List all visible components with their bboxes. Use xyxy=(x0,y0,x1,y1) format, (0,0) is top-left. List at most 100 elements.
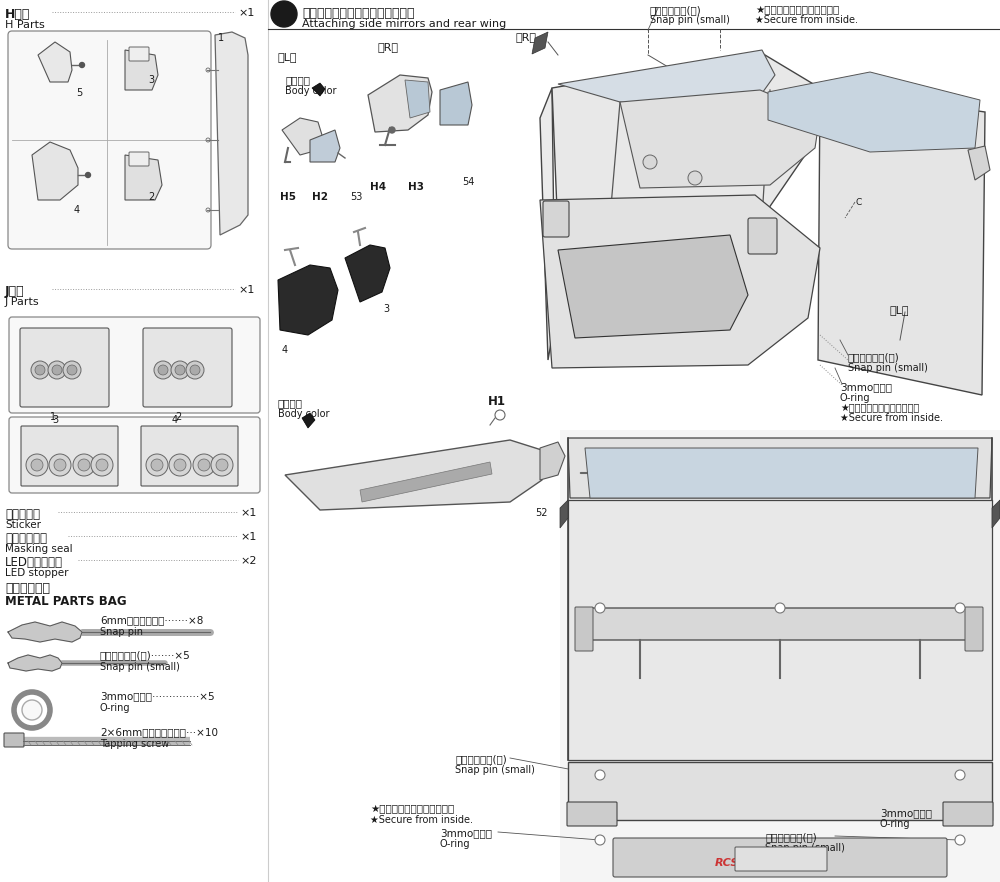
Text: C: C xyxy=(855,198,861,207)
Text: 4: 4 xyxy=(282,345,288,355)
Text: Tapping screw: Tapping screw xyxy=(100,739,169,749)
Circle shape xyxy=(211,454,233,476)
Circle shape xyxy=(154,361,172,379)
FancyBboxPatch shape xyxy=(9,417,260,493)
FancyBboxPatch shape xyxy=(141,426,238,486)
Circle shape xyxy=(96,459,108,471)
Text: Snap pin (small): Snap pin (small) xyxy=(100,662,180,672)
Circle shape xyxy=(26,454,48,476)
Circle shape xyxy=(48,361,66,379)
Circle shape xyxy=(49,454,71,476)
Text: Sticker: Sticker xyxy=(5,520,41,530)
Text: J部品: J部品 xyxy=(5,285,25,298)
Text: Body color: Body color xyxy=(285,86,336,96)
Text: ボディ色: ボディ色 xyxy=(278,398,303,408)
Text: ×1: ×1 xyxy=(238,8,254,18)
Text: LEDストッパー: LEDストッパー xyxy=(5,556,63,569)
Text: H1: H1 xyxy=(488,395,506,408)
Text: 3mmoリング: 3mmoリング xyxy=(440,828,492,838)
Text: 《ミラー、ウイングの取り付け》: 《ミラー、ウイングの取り付け》 xyxy=(302,7,415,20)
FancyBboxPatch shape xyxy=(943,802,993,826)
Text: 3mmoリング··············×5: 3mmoリング··············×5 xyxy=(100,691,215,701)
Text: 《R》: 《R》 xyxy=(516,32,537,42)
Text: H Parts: H Parts xyxy=(5,20,45,30)
Polygon shape xyxy=(8,622,82,642)
Circle shape xyxy=(80,63,84,68)
Circle shape xyxy=(31,459,43,471)
Text: Snap pin (small): Snap pin (small) xyxy=(848,363,928,373)
Text: ×1: ×1 xyxy=(240,532,256,542)
Text: METAL PARTS BAG: METAL PARTS BAG xyxy=(5,595,127,608)
Circle shape xyxy=(31,361,49,379)
FancyBboxPatch shape xyxy=(613,838,947,877)
Text: Snap pin (small): Snap pin (small) xyxy=(765,843,845,853)
Polygon shape xyxy=(585,448,978,498)
Text: O-ring: O-ring xyxy=(880,819,910,829)
Circle shape xyxy=(151,459,163,471)
Polygon shape xyxy=(558,50,775,108)
FancyBboxPatch shape xyxy=(21,426,118,486)
Text: ★Secure from inside.: ★Secure from inside. xyxy=(370,815,473,825)
FancyBboxPatch shape xyxy=(4,733,24,747)
Text: H4: H4 xyxy=(370,182,386,192)
Text: ボディ色: ボディ色 xyxy=(285,75,310,85)
Circle shape xyxy=(595,770,605,780)
Circle shape xyxy=(63,361,81,379)
FancyBboxPatch shape xyxy=(129,152,149,166)
FancyBboxPatch shape xyxy=(965,607,983,651)
Text: マスクシール: マスクシール xyxy=(5,532,47,545)
FancyBboxPatch shape xyxy=(575,607,593,651)
Circle shape xyxy=(52,365,62,375)
Text: O-ring: O-ring xyxy=(840,393,870,403)
Polygon shape xyxy=(818,88,985,395)
Polygon shape xyxy=(8,655,62,671)
Circle shape xyxy=(86,173,90,177)
Text: O-ring: O-ring xyxy=(440,839,471,849)
Circle shape xyxy=(22,700,42,720)
Circle shape xyxy=(35,365,45,375)
Polygon shape xyxy=(310,130,340,162)
Text: Masking seal: Masking seal xyxy=(5,544,73,554)
Text: 《L》: 《L》 xyxy=(277,52,296,62)
Text: ★ボディ内側で固定します。: ★ボディ内側で固定します。 xyxy=(370,804,454,814)
FancyBboxPatch shape xyxy=(543,201,569,237)
Text: 2: 2 xyxy=(175,412,181,422)
Text: 3mmoリング: 3mmoリング xyxy=(880,808,932,818)
Circle shape xyxy=(73,454,95,476)
Text: スナップピン(小)·······×5: スナップピン(小)·······×5 xyxy=(100,650,191,660)
Polygon shape xyxy=(38,42,72,82)
Text: H3: H3 xyxy=(408,182,424,192)
FancyBboxPatch shape xyxy=(8,31,211,249)
Polygon shape xyxy=(560,500,568,528)
Text: 6mmスナップピン·······×8: 6mmスナップピン·······×8 xyxy=(100,615,203,625)
Text: Body color: Body color xyxy=(278,409,330,419)
Polygon shape xyxy=(992,500,1000,528)
Text: 4: 4 xyxy=(172,415,178,425)
Circle shape xyxy=(193,454,215,476)
Text: ★ボディ内側で固定します。: ★ボディ内側で固定します。 xyxy=(840,403,919,413)
Text: Attaching side mirrors and rear wing: Attaching side mirrors and rear wing xyxy=(302,19,506,29)
Circle shape xyxy=(955,770,965,780)
Text: 《R》: 《R》 xyxy=(378,42,399,52)
Circle shape xyxy=(955,603,965,613)
Circle shape xyxy=(54,459,66,471)
Polygon shape xyxy=(285,440,548,510)
FancyBboxPatch shape xyxy=(129,47,149,61)
Circle shape xyxy=(14,692,50,728)
Text: ×1: ×1 xyxy=(238,285,254,295)
Circle shape xyxy=(688,171,702,185)
Text: ★Secure from inside.: ★Secure from inside. xyxy=(840,413,943,423)
Text: Snap pin (small): Snap pin (small) xyxy=(650,15,730,25)
Circle shape xyxy=(198,459,210,471)
FancyBboxPatch shape xyxy=(567,802,617,826)
Polygon shape xyxy=(568,438,992,498)
Text: H2: H2 xyxy=(312,192,328,202)
Text: O-ring: O-ring xyxy=(100,703,130,713)
Text: スナップピン(小): スナップピン(小) xyxy=(650,5,702,15)
Text: H5: H5 xyxy=(280,192,296,202)
Polygon shape xyxy=(125,155,162,200)
Circle shape xyxy=(171,361,189,379)
Text: H部品: H部品 xyxy=(5,8,30,21)
Text: スナップピン(小): スナップピン(小) xyxy=(765,832,817,842)
Text: 《金具袋詰》: 《金具袋詰》 xyxy=(5,582,50,595)
